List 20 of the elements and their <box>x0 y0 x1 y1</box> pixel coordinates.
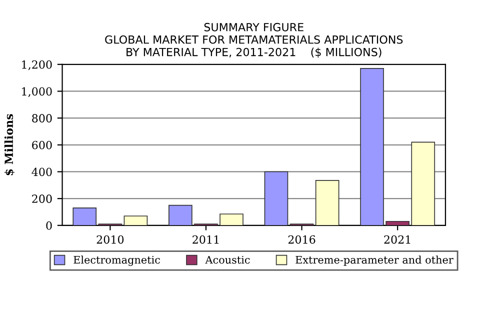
x-tick-label: 2011 <box>192 235 219 244</box>
bar <box>72 208 97 226</box>
chart-title: SUMMARY FIGURE GLOBAL MARKET FOR METAMATERIALS APPLICATIONS BY MATERIAL TYPE, 2011-2021 ($ MILLIONS) <box>105 22 403 58</box>
legend-label: Acoustic <box>205 256 250 264</box>
y-tick-label: 200 <box>32 194 52 203</box>
legend-label: Electromagnetic <box>74 256 160 266</box>
y-tick-label: 1,200 <box>22 60 52 70</box>
y-tick-label: 0 <box>46 221 52 230</box>
x-tick-label: 2021 <box>384 235 410 244</box>
y-axis-title: $ Millions <box>4 114 14 176</box>
y-tick-label: 800 <box>32 114 52 122</box>
bar <box>264 171 288 226</box>
y-tick-label: 600 <box>32 140 52 150</box>
bar <box>315 180 340 226</box>
x-tick-label: 2010 <box>96 235 124 244</box>
y-tick-label: 1,000 <box>22 87 52 97</box>
bar <box>124 216 148 226</box>
y-tick-label: 400 <box>32 168 52 176</box>
legend-label: Extreme-parameter and other <box>296 256 454 266</box>
x-tick-label: 2016 <box>288 235 316 244</box>
